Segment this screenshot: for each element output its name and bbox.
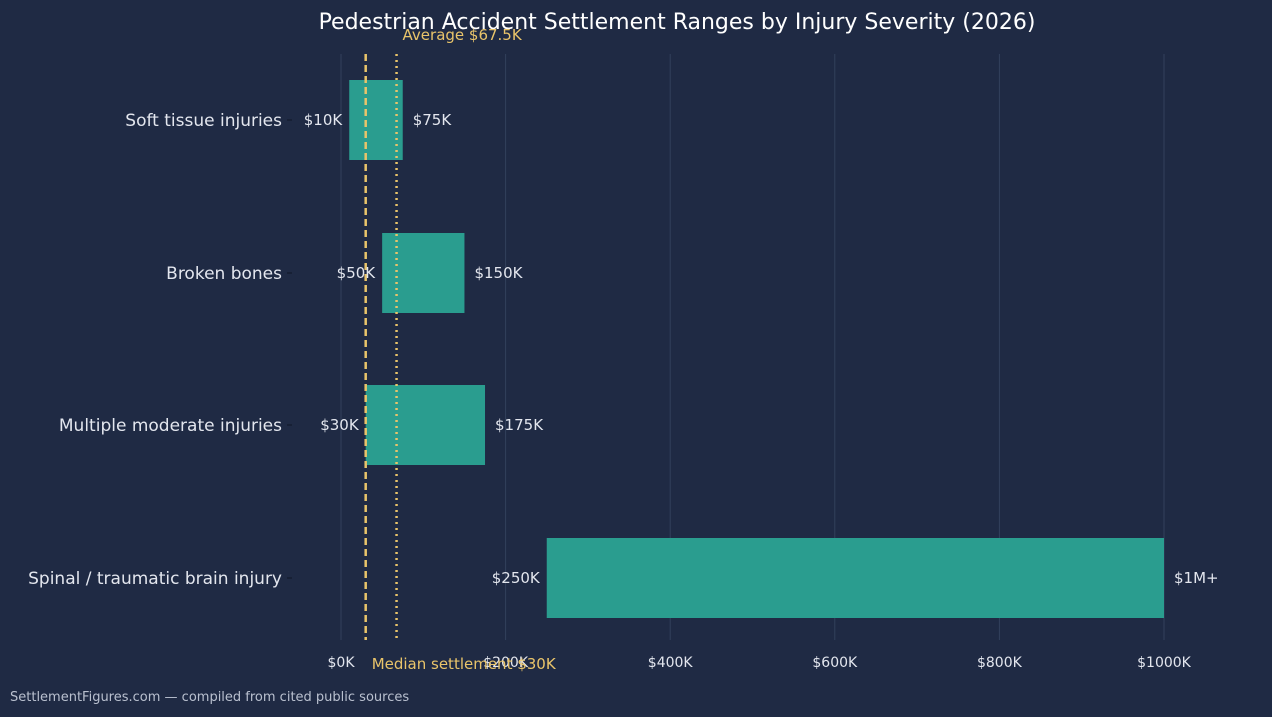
- source-note: SettlementFigures.com — compiled from ci…: [10, 690, 410, 705]
- reference-lines: [364, 54, 398, 640]
- category-label: Broken bones: [166, 264, 282, 284]
- high-value-label: $1M+: [1174, 569, 1219, 587]
- range-bar: [349, 80, 403, 160]
- bars: [349, 80, 1164, 618]
- labels: $0K $200K $400K $600K $800K $1000K Soft tissue…: [28, 26, 1218, 673]
- low-value-label: $50K: [337, 264, 377, 282]
- x-tick-label: $0K: [328, 655, 356, 671]
- high-value-label: $75K: [413, 111, 453, 129]
- x-tick-label: $600K: [812, 655, 858, 671]
- low-value-label: $10K: [304, 111, 344, 129]
- low-value-label: $250K: [492, 569, 541, 587]
- category-label: Spinal / traumatic brain injury: [28, 569, 282, 589]
- x-tick-label: $800K: [977, 655, 1023, 671]
- chart-title: Pedestrian Accident Settlement Ranges by…: [319, 10, 1036, 35]
- x-tick-label: $400K: [648, 655, 694, 671]
- range-bar: [382, 233, 465, 313]
- high-value-label: $150K: [474, 264, 523, 282]
- median-label: Median settlement $30K: [372, 655, 557, 673]
- category-label: Multiple moderate injuries: [59, 416, 282, 436]
- range-bar: [546, 538, 1164, 618]
- x-tick-label: $200K: [483, 655, 529, 671]
- low-value-label: $30K: [320, 416, 360, 434]
- x-tick-label: $1000K: [1137, 655, 1192, 671]
- range-bar: [365, 385, 486, 465]
- average-label: Average $67.5K: [403, 26, 523, 44]
- category-label: Soft tissue injuries: [125, 111, 282, 131]
- high-value-label: $175K: [495, 416, 544, 434]
